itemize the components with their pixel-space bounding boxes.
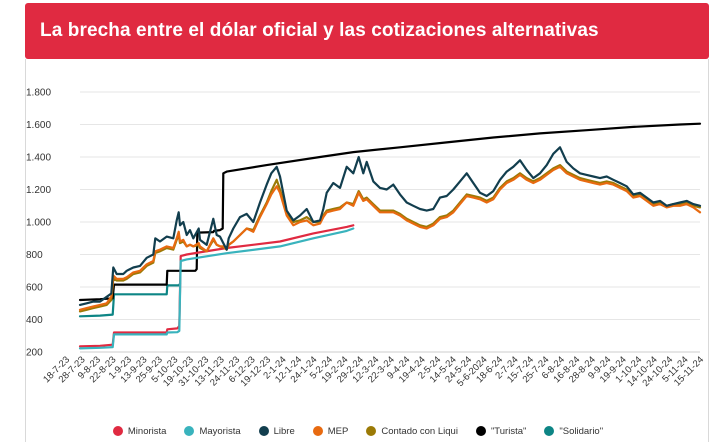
legend-item[interactable]: "Solidario" [544, 426, 603, 437]
y-tick-label: 1.800 [26, 88, 51, 99]
legend-label: Mayorista [199, 425, 241, 437]
legend-dot-icon [312, 426, 323, 436]
legend-item[interactable]: Mayorista [184, 425, 241, 437]
y-tick-label: 400 [26, 315, 43, 326]
series-line-6 [78, 282, 182, 318]
series-line-5 [78, 122, 702, 302]
x-axis: 18-7-2328-7-239-8-2322-8-231-9-2313-9-23… [41, 351, 706, 389]
legend-item[interactable]: Contado con Liqui [366, 426, 458, 437]
y-tick-label: 1.000 [26, 218, 51, 229]
legend-label: Minorista [127, 425, 167, 437]
legend-label: MEP [327, 425, 349, 437]
legend-label: Libre [273, 425, 295, 437]
legend-item[interactable]: Libre [258, 425, 295, 437]
series-line-2 [78, 146, 702, 306]
series-line-1 [78, 227, 355, 350]
y-tick-label: 200 [26, 348, 43, 359]
legend-label: "Solidario" [559, 425, 604, 437]
legend-label: Contado con Liqui [381, 425, 458, 437]
y-tick-label: 1.400 [26, 153, 51, 164]
y-gridlines [80, 91, 700, 353]
chart-frame [25, 59, 709, 442]
y-tick-label: 1.200 [26, 185, 51, 196]
legend-dot-icon [544, 426, 555, 436]
y-tick-label: 600 [26, 283, 43, 294]
legend-dot-icon [366, 426, 377, 436]
y-tick-label: 800 [26, 250, 43, 261]
title-banner: La brecha entre el dólar oficial y las c… [25, 3, 709, 59]
legend-dot-icon [184, 426, 195, 436]
series-lines [78, 122, 702, 350]
legend-dot-icon [112, 426, 123, 436]
series-line-3 [78, 165, 702, 311]
legend-label: "Turista" [490, 425, 527, 437]
y-axis: 200 400 600 800 1.000 1.200 1.400 1.600 1.800 [26, 88, 51, 359]
legend-item[interactable]: MEP [312, 425, 349, 437]
legend-item[interactable]: Minorista [112, 425, 167, 437]
legend-dot-icon [258, 426, 269, 436]
y-tick-label: 1.600 [26, 120, 51, 131]
legend-dot-icon [475, 426, 486, 436]
chart-legend: Minorista Mayorista Libre MEP Contado con Li… [0, 424, 716, 438]
chart-title: La brecha entre el dólar oficial y las c… [40, 20, 599, 41]
legend-item[interactable]: "Turista" [475, 425, 527, 437]
